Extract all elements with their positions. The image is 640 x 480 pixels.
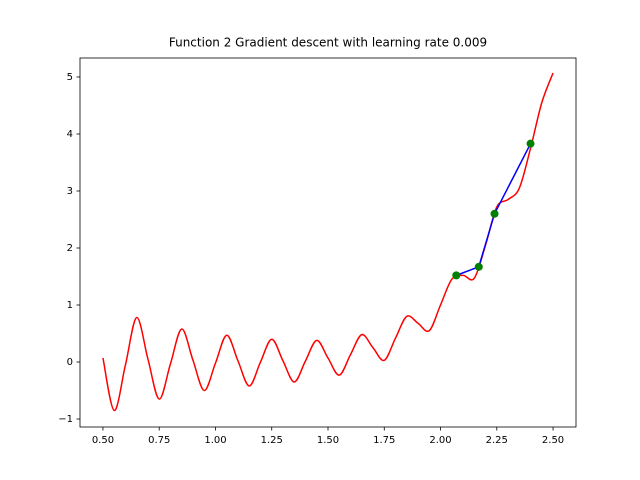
point xyxy=(526,139,535,148)
y-tick-label: 2 xyxy=(67,243,73,254)
x-tick-label: 1.75 xyxy=(373,435,395,446)
axes-frame xyxy=(79,57,577,428)
y-tick-label: 4 xyxy=(67,129,73,140)
chart-title: Function 2 Gradient descent with learnin… xyxy=(169,36,487,50)
x-tick-label: 2.25 xyxy=(486,435,508,446)
x-tick-label: 1.00 xyxy=(204,435,226,446)
point xyxy=(474,262,483,271)
x-tick-label: 1.25 xyxy=(261,435,283,446)
x-tick-label: 2.00 xyxy=(429,435,451,446)
y-tick-label: −1 xyxy=(58,414,73,425)
point xyxy=(490,209,499,218)
y-tick-label: 3 xyxy=(67,186,73,197)
point xyxy=(452,271,461,280)
x-tick-label: 1.50 xyxy=(317,435,339,446)
y-tick-label: 5 xyxy=(67,72,73,83)
series-line xyxy=(456,143,532,277)
y-tick-label: 0 xyxy=(67,357,73,368)
x-tick-label: 0.50 xyxy=(92,435,114,446)
x-tick-label: 0.75 xyxy=(148,435,170,446)
series-line xyxy=(102,72,554,412)
y-tick-label: 1 xyxy=(67,300,73,311)
x-tick-label: 2.50 xyxy=(542,435,564,446)
